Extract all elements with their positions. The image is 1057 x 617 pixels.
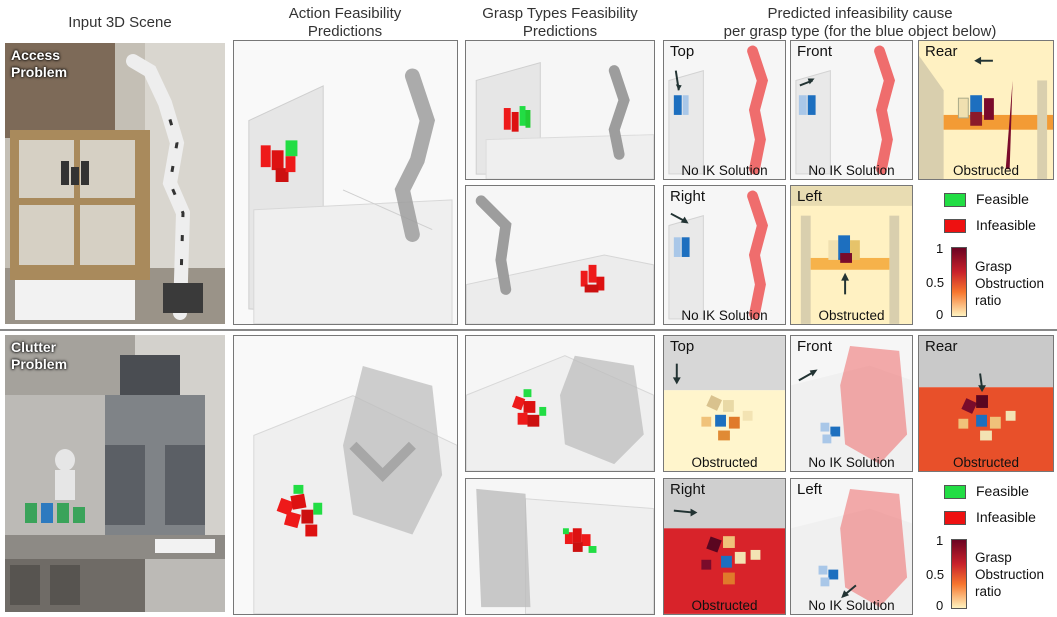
clutter-problem-tag: Clutter Problem bbox=[11, 339, 68, 372]
access-right-panel: Right No IK Solution bbox=[663, 185, 786, 325]
access-rear-label: Rear bbox=[925, 43, 958, 60]
clutter-right-label: Right bbox=[670, 481, 706, 498]
clutter-top-label: Top bbox=[670, 338, 695, 355]
feasible-legend-label-1: Feasible bbox=[976, 191, 1029, 207]
access-front-panel: Front No IK Solution bbox=[790, 40, 913, 180]
clutter-top-panel: Top Obstructed bbox=[663, 335, 786, 472]
infeasible-swatch-1 bbox=[944, 219, 966, 233]
clutter-left-label: Left bbox=[797, 481, 823, 498]
colorbar-mid-1: 0.5 bbox=[926, 275, 945, 290]
colorbar-min-1: 0 bbox=[936, 307, 944, 322]
colorbar-max-1: 1 bbox=[936, 241, 944, 256]
clutter-rear-panel: Rear Obstructed bbox=[918, 335, 1054, 472]
access-rear-panel: Rear Obstructed bbox=[918, 40, 1054, 180]
obstruction-colorbar-2 bbox=[951, 539, 967, 609]
clutter-rear-label: Rear bbox=[925, 338, 958, 355]
colorbar-title-2: Grasp Obstruction ratio bbox=[975, 550, 1045, 599]
feasible-legend-label-2: Feasible bbox=[976, 483, 1029, 499]
access-front-caption: No IK Solution bbox=[808, 163, 895, 178]
access-rear-caption: Obstructed bbox=[952, 163, 1020, 178]
access-action-feasibility-panel bbox=[233, 40, 458, 325]
access-top-caption: No IK Solution bbox=[681, 163, 768, 178]
access-right-label: Right bbox=[670, 188, 706, 205]
infeasible-legend-label-2: Infeasible bbox=[976, 509, 1036, 525]
clutter-right-panel: Right Obstructed bbox=[663, 478, 786, 615]
colorbar-title-1: Grasp Obstruction ratio bbox=[975, 259, 1045, 308]
header-grasp-types: Grasp Types Feasibility Predictions bbox=[482, 5, 638, 40]
colorbar-mid-2: 0.5 bbox=[926, 567, 945, 582]
access-grasp-panel-2 bbox=[465, 185, 655, 325]
access-problem-tag: Access Problem bbox=[11, 47, 68, 80]
clutter-rear-caption: Obstructed bbox=[952, 455, 1020, 470]
colorbar-max-2: 1 bbox=[936, 533, 944, 548]
access-left-panel: Left Obstructed bbox=[790, 185, 913, 325]
clutter-top-caption: Obstructed bbox=[691, 455, 758, 470]
feasible-swatch-1 bbox=[944, 193, 966, 207]
clutter-front-caption: No IK Solution bbox=[808, 455, 895, 470]
header-input-scene: Input 3D Scene bbox=[68, 14, 172, 31]
clutter-left-caption: No IK Solution bbox=[808, 598, 895, 613]
access-left-caption: Obstructed bbox=[818, 308, 885, 323]
clutter-left-panel: Left No IK Solution bbox=[790, 478, 913, 615]
clutter-grasp-panel-1 bbox=[465, 335, 655, 472]
infeasible-swatch-2 bbox=[944, 511, 966, 525]
access-grasp-panel-1 bbox=[465, 40, 655, 180]
header-action-feasibility: Action Feasibility Predictions bbox=[288, 5, 402, 40]
access-problem-photo: Access Problem bbox=[5, 43, 225, 324]
obstruction-colorbar-1 bbox=[951, 247, 967, 317]
clutter-front-panel: Front No IK Solution bbox=[790, 335, 913, 472]
access-top-panel: Top No IK Solution bbox=[663, 40, 786, 180]
clutter-problem-photo: Clutter Problem bbox=[5, 335, 225, 612]
access-left-label: Left bbox=[797, 188, 823, 205]
clutter-right-caption: Obstructed bbox=[691, 598, 758, 613]
access-right-caption: No IK Solution bbox=[681, 308, 768, 323]
header-infeasibility-cause: Predicted infeasibility cause per grasp … bbox=[723, 5, 997, 40]
row-separator bbox=[0, 329, 1057, 331]
colorbar-min-2: 0 bbox=[936, 598, 944, 613]
access-top-label: Top bbox=[670, 43, 695, 60]
access-front-label: Front bbox=[797, 43, 833, 60]
clutter-action-feasibility-panel bbox=[233, 335, 458, 615]
clutter-front-label: Front bbox=[797, 338, 833, 355]
clutter-grasp-panel-2 bbox=[465, 478, 655, 615]
feasible-swatch-2 bbox=[944, 485, 966, 499]
infeasible-legend-label-1: Infeasible bbox=[976, 217, 1036, 233]
